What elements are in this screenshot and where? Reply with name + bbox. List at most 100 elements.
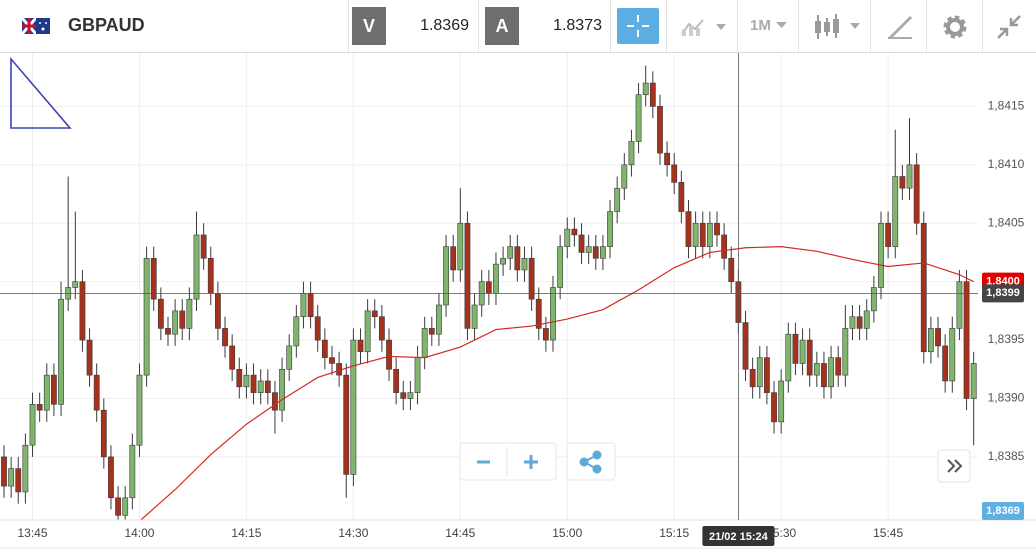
candle-body xyxy=(393,368,400,393)
timeframe-caret xyxy=(776,22,787,28)
candle-body xyxy=(535,298,542,329)
candle-body xyxy=(186,298,193,329)
candle-body xyxy=(685,211,692,247)
candle-body xyxy=(414,357,421,393)
candle-body xyxy=(728,257,735,282)
candle-body xyxy=(721,234,728,259)
settings-button[interactable] xyxy=(941,13,969,41)
drawing-triangle[interactable] xyxy=(10,56,72,129)
ask-price[interactable]: 1.8373 xyxy=(553,17,602,34)
x-tick-label: 15:15 xyxy=(659,526,689,540)
candle-body xyxy=(756,357,763,388)
candle-body xyxy=(963,281,970,399)
crosshair-x-box xyxy=(702,526,775,546)
separator xyxy=(348,0,349,52)
candle-body xyxy=(628,141,635,166)
chart-bg xyxy=(0,53,1036,557)
candle-body xyxy=(272,392,278,411)
candle-body xyxy=(927,328,934,353)
candle-body xyxy=(706,222,713,247)
candle-body xyxy=(642,82,649,96)
candle-body xyxy=(742,322,749,370)
candle-body xyxy=(457,222,464,271)
crosshair-x-label: 21/02 15:24 xyxy=(709,531,769,543)
x-tick-label: 15:00 xyxy=(552,526,582,540)
flag-icon xyxy=(22,18,50,34)
candle-body xyxy=(464,222,471,329)
grid xyxy=(0,53,978,520)
candle-body xyxy=(157,298,164,329)
candle-body xyxy=(970,363,977,399)
candle-body xyxy=(585,246,592,253)
candle-body xyxy=(949,328,956,382)
separator xyxy=(666,0,667,52)
candle-body xyxy=(863,310,870,329)
zoom-in[interactable] xyxy=(524,455,538,469)
x-tick-label: 14:30 xyxy=(338,526,368,540)
candle-body xyxy=(493,263,499,294)
candle-body xyxy=(657,106,663,154)
share-button[interactable] xyxy=(566,442,616,481)
candle-body xyxy=(257,380,264,393)
share-icon xyxy=(579,450,602,474)
candle-body xyxy=(236,368,243,388)
candle-body xyxy=(906,164,913,189)
draw-button[interactable] xyxy=(886,14,914,40)
candle-body xyxy=(15,468,22,493)
candle-body xyxy=(286,345,293,370)
x-tick-label: 14:45 xyxy=(445,526,475,540)
candle-body xyxy=(892,176,899,247)
x-tick-label: 13:45 xyxy=(18,526,48,540)
separator xyxy=(798,0,799,52)
candle-body xyxy=(79,281,86,341)
candle-body xyxy=(8,468,15,487)
candle-body xyxy=(528,257,535,300)
y-tick-label: 1,8390 xyxy=(988,391,1025,405)
candle-body xyxy=(664,152,670,166)
candle-body xyxy=(428,328,435,335)
candle-body xyxy=(621,164,628,189)
candle-body xyxy=(229,345,236,370)
y-tick-label: 1,8410 xyxy=(988,157,1025,171)
timeframe[interactable]: 1M xyxy=(750,17,771,34)
candle-body xyxy=(542,328,549,341)
candle-body xyxy=(1,456,7,487)
bid-label[interactable]: V xyxy=(352,7,386,45)
separator xyxy=(478,0,479,52)
candle-body xyxy=(913,164,920,224)
candle-body xyxy=(115,497,121,516)
candle-body xyxy=(671,164,678,183)
candle-body xyxy=(813,363,820,376)
candle-body xyxy=(835,357,842,376)
candle-body xyxy=(58,298,64,405)
chart-type-button[interactable] xyxy=(680,16,728,38)
symbol: GBPAUD xyxy=(68,15,145,35)
candle-body xyxy=(714,222,720,236)
crosshair-button[interactable] xyxy=(617,8,659,44)
candle-body xyxy=(222,328,228,347)
candle-body xyxy=(450,246,457,271)
ask-label[interactable]: A xyxy=(485,7,519,45)
candle-body xyxy=(300,293,307,318)
separator xyxy=(737,0,738,52)
collapse-button[interactable] xyxy=(996,14,1022,40)
candle-body xyxy=(129,444,136,499)
plot xyxy=(1,65,977,520)
separator xyxy=(610,0,611,52)
bid-price[interactable]: 1.8369 xyxy=(420,17,469,34)
candle-body xyxy=(500,257,506,265)
y-tick-label: 1,8415 xyxy=(988,99,1025,113)
candle-body xyxy=(172,310,179,335)
candle-body xyxy=(436,304,442,335)
candle-body xyxy=(614,187,621,212)
scroll-icon xyxy=(947,459,963,473)
candle-body xyxy=(828,357,834,388)
candle-body xyxy=(100,409,107,458)
candle-style-button[interactable] xyxy=(814,13,862,41)
zoom-panel xyxy=(459,442,557,481)
candle-body xyxy=(22,444,29,493)
candle-body xyxy=(649,82,656,107)
toolbar: GBPAUD V 1.8369 A 1.8373 1M xyxy=(0,0,1036,53)
candle-body xyxy=(29,404,36,446)
